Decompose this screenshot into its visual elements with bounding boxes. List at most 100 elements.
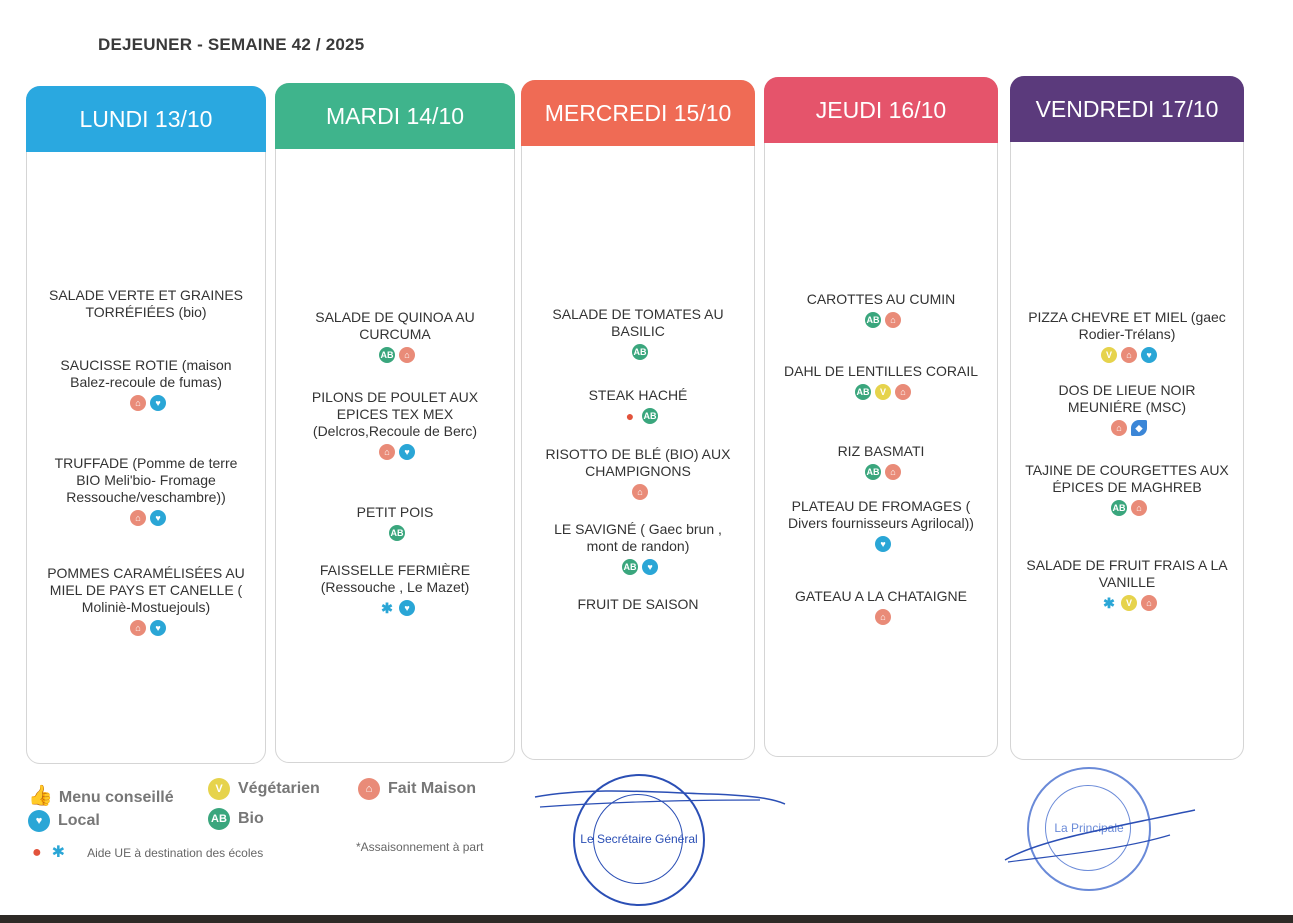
- vegetarian-icon: V: [208, 778, 230, 800]
- legend-label: Aide UE à destination des écoles: [87, 846, 264, 860]
- dish-line: EPICES TEX MEX: [336, 406, 454, 422]
- dish: DOS DE LIEUE NOIR MEUNIÉRE (MSC) ⌂ ◆: [1019, 382, 1235, 437]
- dish-line: TAJINE DE COURGETTES AUX: [1025, 462, 1229, 478]
- scan-edge: [0, 915, 1293, 923]
- maison-icon: ⌂: [885, 464, 901, 481]
- local-icon: ♥: [399, 444, 415, 461]
- dish-line: RIZ BASMATI: [837, 443, 925, 459]
- dish-line: CURCUMA: [359, 326, 431, 342]
- dish-line: mont de randon): [586, 538, 690, 554]
- maison-icon: ⌂: [632, 484, 648, 501]
- dish-line: CHAMPIGNONS: [585, 463, 691, 479]
- thumb-icon: 👍: [28, 785, 53, 807]
- dish-line: SALADE VERTE ET GRAINES: [49, 287, 243, 303]
- dish-line: DAHL DE LENTILLES CORAIL: [784, 363, 978, 379]
- dish-icons: AB ♥: [530, 558, 746, 576]
- dish: PIZZA CHEVRE ET MIEL (gaec Rodier-Trélans…: [1019, 309, 1235, 364]
- ue-icon: ✱: [1103, 595, 1115, 612]
- dish-line: Ressouche/veschambre)): [66, 489, 226, 505]
- day-header: MERCREDI 15/10: [521, 80, 755, 146]
- legend-label: Local: [58, 812, 100, 830]
- day-column-vendredi: VENDREDI 17/10 PIZZA CHEVRE ET MIEL (gaec…: [1010, 76, 1244, 760]
- dish-icons: ⌂ ◆: [1019, 419, 1235, 437]
- bio-icon: AB: [208, 808, 230, 830]
- dish-line: PILONS DE POULET AUX: [311, 389, 479, 405]
- milk-icon: ✱: [51, 844, 66, 861]
- maison-icon: ⌂: [1141, 595, 1157, 612]
- legend-bio: AB Bio: [208, 808, 264, 830]
- maison-icon: ⌂: [130, 395, 146, 412]
- legend-vegetarien: V Végétarien: [208, 778, 320, 800]
- apple-icon: ●: [32, 844, 42, 861]
- dish-icons: V ⌂ ♥: [1019, 346, 1235, 364]
- dish-line: (Delcros,Recoule de Berc): [312, 423, 478, 439]
- dish: SALADE DE FRUIT FRAIS A LA VANILLE ✱ V ⌂: [1019, 557, 1235, 612]
- veg-icon: V: [1121, 595, 1137, 612]
- dish-line: DOS DE LIEUE NOIR: [1058, 382, 1196, 398]
- signature-left: [534, 790, 786, 808]
- dish-icons: ✱ ♥: [284, 599, 506, 617]
- maison-icon: ⌂: [1121, 347, 1137, 364]
- local-icon: ♥: [875, 536, 891, 553]
- dish-line: VANILLE: [1098, 574, 1156, 590]
- legend-label: Menu conseillé: [58, 789, 174, 806]
- dish: LE SAVIGNÉ ( Gaec brun , mont de randon) A…: [530, 521, 746, 576]
- dish-line: CAROTTES AU CUMIN: [806, 291, 956, 307]
- dish: FAISSELLE FERMIÈRE (Ressouche , Le Mazet)…: [284, 562, 506, 617]
- dish: RISOTTO DE BLÉ (BIO) AUX CHAMPIGNONS ⌂: [530, 446, 746, 501]
- dish: CAROTTES AU CUMIN AB ⌂: [773, 291, 989, 329]
- dish-icons: AB ⌂: [773, 311, 989, 329]
- ue-icon: ✱: [381, 600, 393, 617]
- maison-icon: ⌂: [130, 620, 146, 637]
- dish: DAHL DE LENTILLES CORAIL AB V ⌂: [773, 363, 989, 401]
- dish-line: SALADE DE FRUIT FRAIS A LA: [1026, 557, 1228, 573]
- msc-icon: ◆: [1131, 420, 1147, 437]
- maison-icon: ⌂: [399, 347, 415, 364]
- bio-icon: AB: [642, 408, 658, 425]
- dish-line: BIO Meli'bio- Fromage: [76, 472, 216, 488]
- dish-icons: AB ⌂: [284, 346, 506, 364]
- maison-icon: ⌂: [895, 384, 911, 401]
- dish-line: LE SAVIGNÉ ( Gaec brun ,: [554, 521, 722, 537]
- dish-icons: ♥: [773, 535, 989, 553]
- bio-icon: AB: [865, 464, 881, 481]
- maison-icon: ⌂: [379, 444, 395, 461]
- dish-icons: ✱ V ⌂: [1019, 594, 1235, 612]
- dish-icons: ⌂: [530, 483, 746, 501]
- hach-icon: ●: [625, 408, 635, 425]
- dish: RIZ BASMATI AB ⌂: [773, 443, 989, 481]
- dish: PILONS DE POULET AUX EPICES TEX MEX (Delcr…: [284, 389, 506, 461]
- legend-local: ♥ Local: [28, 810, 100, 832]
- signature-right: [1004, 809, 1196, 863]
- dish-line: SALADE DE TOMATES AU: [552, 306, 724, 322]
- bio-icon: AB: [379, 347, 395, 364]
- dish: SALADE DE QUINOA AU CURCUMA AB ⌂: [284, 309, 506, 364]
- dish: FRUIT DE SAISON: [530, 596, 746, 613]
- dish: PETIT POIS AB: [284, 504, 506, 542]
- legend-fait-maison: ⌂ Fait Maison: [358, 778, 476, 800]
- dish-icons: AB: [530, 343, 746, 361]
- bio-icon: AB: [855, 384, 871, 401]
- dish-line: PIZZA CHEVRE ET MIEL (gaec: [1028, 309, 1226, 325]
- day-header: LUNDI 13/10: [26, 86, 266, 152]
- day-column-mardi: MARDI 14/10 SALADE DE QUINOA AU CURCUMA AB ⌂…: [275, 83, 515, 763]
- dish-line: BASILIC: [611, 323, 665, 339]
- dish: SALADE DE TOMATES AU BASILIC AB: [530, 306, 746, 361]
- dish-line: ÉPICES DE MAGHREB: [1052, 479, 1202, 495]
- local-icon: ♥: [150, 395, 166, 412]
- dish-line: TORRÉFIÉES (bio): [85, 304, 207, 320]
- dish-line: TRUFFADE (Pomme de terre: [54, 455, 238, 471]
- day-column-jeudi: JEUDI 16/10 CAROTTES AU CUMIN AB ⌂ DAHL DE L…: [764, 77, 998, 757]
- maison-icon: ⌂: [875, 609, 891, 626]
- dish-line: FAISSELLE FERMIÈRE: [319, 562, 471, 578]
- dish-line: MIEL DE PAYS ET CANELLE (: [49, 582, 243, 598]
- dish-icons: ⌂ ♥: [35, 619, 257, 637]
- maison-icon: ⌂: [885, 312, 901, 329]
- dish-icons: AB ⌂: [1019, 499, 1235, 517]
- stamp-role: La Principale: [1054, 821, 1124, 835]
- veg-icon: V: [1101, 347, 1117, 364]
- dish-line: Moliniè-Mostuejouls): [81, 599, 211, 615]
- veg-icon: V: [875, 384, 891, 401]
- legend-label: Végétarien: [238, 780, 320, 798]
- day-column-lundi: LUNDI 13/10 SALADE VERTE ET GRAINES TORRÉF…: [26, 86, 266, 764]
